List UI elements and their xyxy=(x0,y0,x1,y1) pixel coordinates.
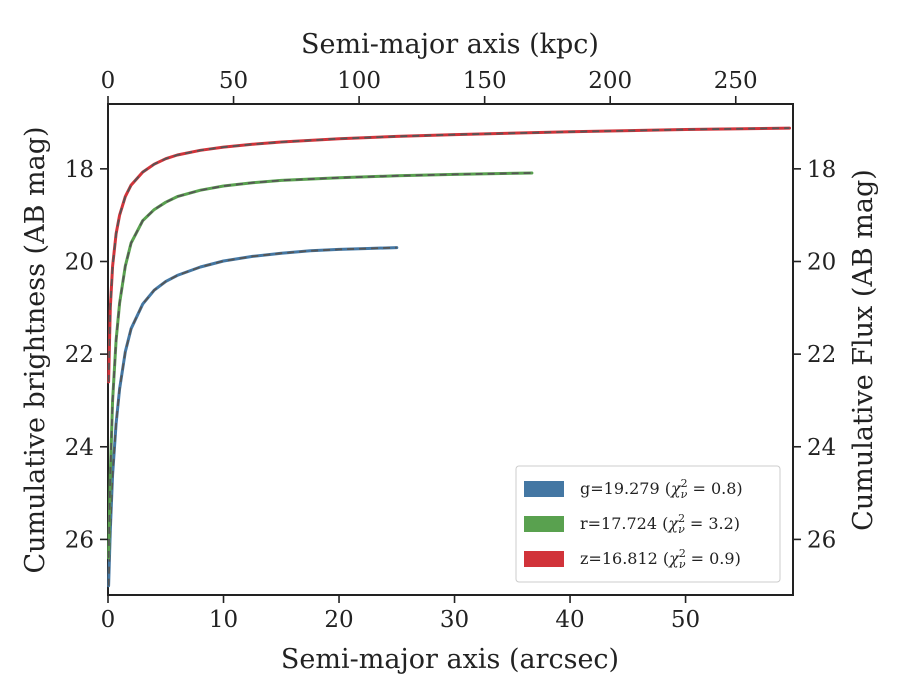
x-axis-bottom-ticks: 0 10 20 30 40 50 xyxy=(101,595,700,633)
legend-swatch-r xyxy=(524,516,564,532)
y-tick-label: 18 xyxy=(65,157,94,183)
series-g-model-line xyxy=(107,246,397,586)
legend-swatch-z xyxy=(524,551,564,567)
curves-layer xyxy=(107,126,791,588)
x-axis-title-bottom: Semi-major axis (arcsec) xyxy=(281,644,619,675)
x-axis-top-ticks: 0 50 100 150 200 250 xyxy=(101,68,758,104)
legend-frame xyxy=(515,465,781,583)
x-tick-label: 50 xyxy=(671,607,700,633)
y-axis-right-ticks: 18 20 22 24 26 xyxy=(793,157,836,553)
y-tick-label: 20 xyxy=(65,249,94,275)
x2-tick-label: 0 xyxy=(101,68,116,94)
legend-label-z: z=16.812 (χ2 ν = 0.9) xyxy=(580,547,741,571)
y-axis-left-ticks: 18 20 22 24 26 xyxy=(65,157,108,553)
y-axis-title-right: Cumulative Flux (AB mag) xyxy=(848,169,879,531)
y2-tick-label: 24 xyxy=(807,435,836,461)
y2-tick-label: 18 xyxy=(807,157,836,183)
x-tick-label: 40 xyxy=(555,607,584,633)
legend-label-g: g=19.279 (χ2 ν = 0.8) xyxy=(580,477,743,501)
x-tick-label: 20 xyxy=(324,607,353,633)
x-tick-label: 30 xyxy=(440,607,469,633)
series-r-line xyxy=(107,171,534,560)
y-tick-label: 24 xyxy=(65,435,94,461)
y-tick-label: 22 xyxy=(65,342,94,368)
x2-tick-label: 200 xyxy=(588,68,632,94)
series-z-model-line xyxy=(107,127,790,382)
y2-tick-label: 22 xyxy=(807,342,836,368)
legend-swatch-g xyxy=(524,481,564,497)
y2-tick-label: 26 xyxy=(807,527,836,553)
y2-tick-label: 20 xyxy=(807,249,836,275)
x2-tick-label: 150 xyxy=(463,68,507,94)
x2-tick-label: 250 xyxy=(714,68,758,94)
legend-label-r: r=17.724 (χ2 ν = 3.2) xyxy=(580,512,740,536)
x2-tick-label: 50 xyxy=(219,68,248,94)
series-z-line xyxy=(107,126,791,384)
x-tick-label: 10 xyxy=(209,607,238,633)
x-tick-label: 0 xyxy=(101,607,116,633)
legend: g=19.279 (χ2 ν = 0.8) r=17.724 (χ2 ν = 3.2)… xyxy=(515,465,781,583)
x2-tick-label: 100 xyxy=(337,68,381,94)
series-g-line xyxy=(107,246,399,588)
series-r-model-line xyxy=(107,172,532,558)
x-axis-title-top: Semi-major axis (kpc) xyxy=(301,29,599,60)
y-tick-label: 26 xyxy=(65,527,94,553)
y-axis-title-left: Cumulative brightness (AB mag) xyxy=(20,126,51,573)
